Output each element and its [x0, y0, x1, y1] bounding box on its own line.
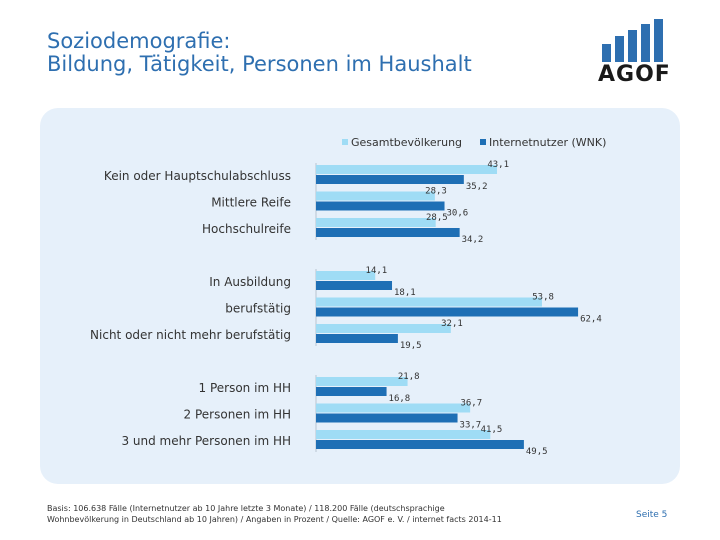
title-line-2: Bildung, Tätigkeit, Personen im Haushalt [47, 52, 472, 76]
bar-mittlere-reife-internet [316, 201, 445, 211]
category-label-in-ausbildung: In Ausbildung [209, 275, 291, 289]
chart-bars [316, 165, 579, 449]
page-number: Seite 5 [636, 510, 668, 520]
value-label-berufstaetig-total: 53,8 [532, 293, 554, 303]
bar-in-ausbildung-internet [316, 281, 393, 290]
bar-kein-hauptschule-total [316, 165, 498, 174]
chart-legend: Gesamtbevölkerung Internetnutzer (WNK) [342, 136, 606, 149]
value-label-nicht-berufstaetig-total: 32,1 [441, 319, 463, 329]
value-label-kein-hauptschule-internet: 35,2 [466, 182, 488, 192]
bar-kein-hauptschule-internet [316, 175, 464, 184]
bar-berufstaetig-internet [316, 307, 579, 317]
bar-nicht-berufstaetig-internet [316, 334, 398, 343]
legend-swatch-total [342, 139, 348, 145]
value-label-berufstaetig-internet: 62,4 [580, 315, 602, 325]
value-labels: 43,1 35,2 28,3 30,628,5 34,2 14,1 18,1 53,8 62,4… [366, 160, 602, 457]
value-label-in-ausbildung-total: 14,1 [366, 266, 388, 276]
value-label-kein-hauptschule-total: 43,1 [487, 160, 509, 170]
bar-2-personen-total [316, 403, 471, 413]
bar-mittlere-reife-total [316, 191, 435, 201]
value-label-in-ausbildung-internet: 18,1 [394, 288, 416, 298]
source-line-1: Basis: 106.638 Fälle (Internetnutzer ab … [47, 504, 445, 513]
bar-1-person-total [316, 377, 408, 386]
value-label-hochschulreife-internet: 34,2 [462, 235, 484, 245]
agof-logo-bars [602, 19, 663, 62]
title-line-1: Soziodemografie: [47, 29, 231, 53]
logo-bar-2 [615, 36, 624, 62]
category-label-1-person: 1 Person im HH [199, 381, 291, 395]
value-label-1-person-total: 21,8 [398, 372, 420, 382]
bar-hochschulreife-total [316, 218, 436, 227]
value-label-3-plus-personen-total: 41,5 [481, 425, 503, 435]
bar-berufstaetig-total [316, 297, 542, 307]
agof-logo-text: AGOF [598, 62, 671, 87]
value-label-hochschulreife-total: 28,5 [426, 213, 448, 223]
bar-in-ausbildung-total [316, 271, 376, 280]
value-label-mittlere-reife-total: 28,3 [425, 187, 447, 197]
category-label-mittlere-reife: Mittlere Reife [211, 196, 291, 210]
source-note: Basis: 106.638 Fälle (Internetnutzer ab … [47, 503, 607, 525]
category-label-nicht-berufstaetig: Nicht oder nicht mehr berufstätig [90, 328, 291, 342]
category-labels: Kein oder Hauptschulabschluss Mittlere Re… [90, 169, 291, 448]
legend-label-internet: Internetnutzer (WNK) [489, 136, 606, 149]
value-label-2-personen-internet: 33,7 [460, 421, 482, 431]
logo-bar-5 [654, 19, 663, 62]
source-line-2: Wohnbevölkerung in Deutschland ab 10 Jah… [47, 515, 502, 524]
value-label-1-person-internet: 16,8 [389, 394, 411, 404]
value-label-3-plus-personen-internet: 49,5 [526, 447, 548, 457]
bar-3-plus-personen-total [316, 430, 491, 439]
value-label-mittlere-reife-internet: 30,6 [447, 209, 469, 219]
value-label-nicht-berufstaetig-internet: 19,5 [400, 341, 422, 351]
category-label-hochschulreife: Hochschulreife [202, 222, 291, 236]
legend-label-total: Gesamtbevölkerung [351, 136, 462, 149]
logo-bar-1 [602, 44, 611, 62]
category-label-kein-hauptschule: Kein oder Hauptschulabschluss [104, 169, 291, 183]
page-title: Soziodemografie: Bildung, Tätigkeit, Per… [47, 30, 472, 76]
legend-swatch-internet [480, 139, 486, 145]
category-label-3-plus-personen: 3 und mehr Personen im HH [121, 434, 291, 448]
category-label-berufstaetig: berufstätig [225, 302, 291, 316]
logo-bar-4 [641, 24, 650, 62]
logo-bar-3 [628, 30, 637, 62]
bar-nicht-berufstaetig-total [316, 324, 451, 333]
bar-hochschulreife-internet [316, 228, 460, 237]
category-label-2-personen: 2 Personen im HH [184, 408, 291, 422]
value-label-2-personen-total: 36,7 [460, 399, 482, 409]
bar-1-person-internet [316, 387, 387, 396]
bar-3-plus-personen-internet [316, 440, 524, 449]
bar-2-personen-internet [316, 413, 458, 423]
